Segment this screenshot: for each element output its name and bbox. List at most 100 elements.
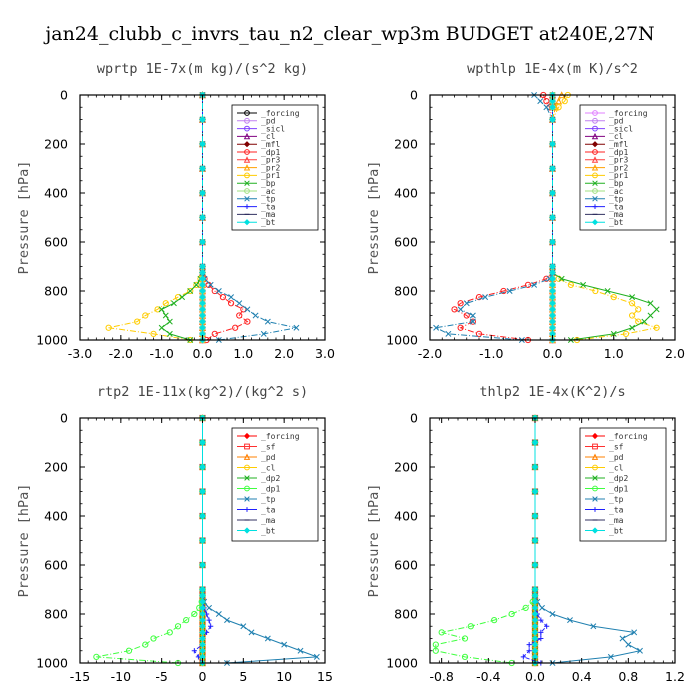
data-point xyxy=(199,214,206,221)
data-point xyxy=(187,287,194,295)
legend-label: _sf xyxy=(261,442,276,451)
data-point xyxy=(508,610,515,618)
legend-marker xyxy=(592,172,598,179)
legend-label: _cl xyxy=(609,132,624,141)
data-point xyxy=(199,463,206,471)
data-point xyxy=(491,617,498,624)
y-tick-label: 1000 xyxy=(386,333,418,348)
data-point xyxy=(191,648,197,654)
data-point xyxy=(199,561,206,569)
data-point xyxy=(463,300,470,307)
x-tick-label: 1.0 xyxy=(233,346,253,361)
data-point xyxy=(629,324,636,331)
legend-marker xyxy=(243,453,251,460)
legend-label: _dp1 xyxy=(261,484,280,493)
series-bt xyxy=(199,91,206,344)
legend-label: _pr1 xyxy=(609,171,628,180)
series-dp1 xyxy=(432,414,539,667)
x-tick-label: 0.4 xyxy=(572,669,592,684)
y-tick-label: 800 xyxy=(394,607,418,622)
legend-marker xyxy=(592,475,598,481)
legend-marker xyxy=(244,443,250,450)
y-tick-label: 0 xyxy=(410,411,418,426)
x-tick-label: 15 xyxy=(317,669,333,684)
series-line xyxy=(202,95,249,341)
data-point xyxy=(539,604,545,611)
y-tick-label: 400 xyxy=(44,509,68,524)
legend: _forcing_sf _pd_cl _dp2_dp1 _tp_ta _ma_bt xyxy=(579,427,667,542)
data-point xyxy=(549,306,556,313)
data-point xyxy=(297,647,304,654)
data-point xyxy=(549,97,556,105)
y-tick-label: 600 xyxy=(394,235,418,250)
legend-label: _cl xyxy=(261,463,276,472)
y-axis-label: Pressure [hPa] xyxy=(366,161,382,275)
legend-marker xyxy=(243,432,251,440)
legend-marker xyxy=(592,443,598,450)
data-point xyxy=(134,318,141,325)
data-point xyxy=(607,653,614,660)
data-point xyxy=(457,300,464,307)
data-point xyxy=(211,330,218,337)
data-point xyxy=(166,318,173,325)
data-point xyxy=(549,165,556,172)
legend-marker xyxy=(244,125,250,132)
y-tick-label: 200 xyxy=(44,460,68,475)
y-tick-label: 600 xyxy=(44,558,68,573)
series-line xyxy=(108,95,203,341)
data-point xyxy=(549,293,556,301)
legend-marker xyxy=(244,204,250,209)
data-point xyxy=(549,312,556,319)
y-axis-label: Pressure [hPa] xyxy=(366,484,382,598)
y-tick-label: 600 xyxy=(44,235,68,250)
data-point xyxy=(531,463,539,471)
data-point xyxy=(531,586,539,593)
data-point xyxy=(162,300,169,307)
legend-marker xyxy=(591,453,599,460)
data-point xyxy=(199,116,206,123)
data-point xyxy=(475,330,483,337)
data-point xyxy=(199,312,206,319)
data-point xyxy=(199,318,206,325)
data-point xyxy=(199,281,206,289)
data-point xyxy=(244,306,251,313)
legend-marker xyxy=(243,527,251,534)
legend-marker xyxy=(592,125,598,132)
legend-label: _pd xyxy=(261,117,276,126)
legend-marker xyxy=(592,507,598,512)
data-point xyxy=(199,635,206,642)
data-point xyxy=(531,629,539,636)
legend-label: _ta xyxy=(609,202,624,211)
legend-marker xyxy=(244,149,250,155)
x-tick-label: 0 xyxy=(199,669,207,684)
data-point xyxy=(142,641,149,648)
y-axis-label: Pressure [hPa] xyxy=(16,484,32,598)
data-point xyxy=(183,617,190,624)
series-bt xyxy=(531,414,539,667)
legend-marker xyxy=(591,164,599,171)
data-point xyxy=(610,294,617,301)
data-point xyxy=(531,604,539,612)
data-point xyxy=(543,104,550,111)
legend-marker xyxy=(592,464,598,471)
data-point xyxy=(538,635,544,642)
y-axis-label: Pressure [hPa] xyxy=(16,161,32,275)
data-point xyxy=(199,604,206,612)
data-point xyxy=(215,611,222,617)
data-point xyxy=(531,641,539,648)
data-point xyxy=(531,616,539,624)
x-tick-label: 1.2 xyxy=(665,669,685,684)
legend-label: _dp2 xyxy=(609,474,628,483)
data-point xyxy=(531,561,539,569)
data-point xyxy=(531,488,539,495)
legend-label: _pd xyxy=(261,453,276,462)
legend: _forcing_sf _pd_cl _dp2_dp1 _tp_ta _ma_bt xyxy=(231,427,319,542)
data-point xyxy=(653,324,660,331)
data-point xyxy=(561,98,568,105)
legend-label: _ma xyxy=(609,516,624,525)
legend-marker xyxy=(591,156,599,163)
legend-label: _cl xyxy=(609,463,624,472)
data-point xyxy=(281,641,288,648)
legend-marker xyxy=(591,132,599,140)
data-point xyxy=(549,214,556,221)
